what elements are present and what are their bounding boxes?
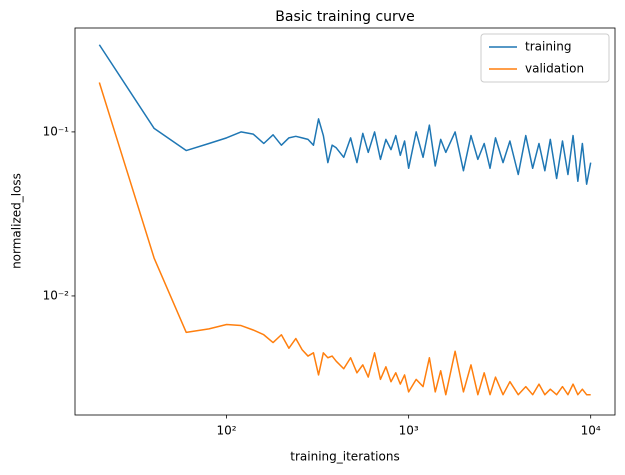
x-tick-label: 10³ [399,424,419,438]
y-axis-label: normalized_loss [10,173,24,269]
series-line [98,82,591,396]
series-line [98,44,592,185]
y-tick-label: 10⁻² [43,288,70,302]
x-axis-label: training_iterations [290,450,399,464]
legend-box [480,33,610,83]
x-tick-label: 10² [217,424,237,438]
plot-frame [74,27,616,416]
legend-label: training [525,40,572,54]
chart-title: Basic training curve [275,9,414,25]
y-tick-label: 10⁻¹ [43,124,70,138]
legend-label: validation [525,62,584,76]
x-tick-label: 10⁴ [581,424,601,438]
